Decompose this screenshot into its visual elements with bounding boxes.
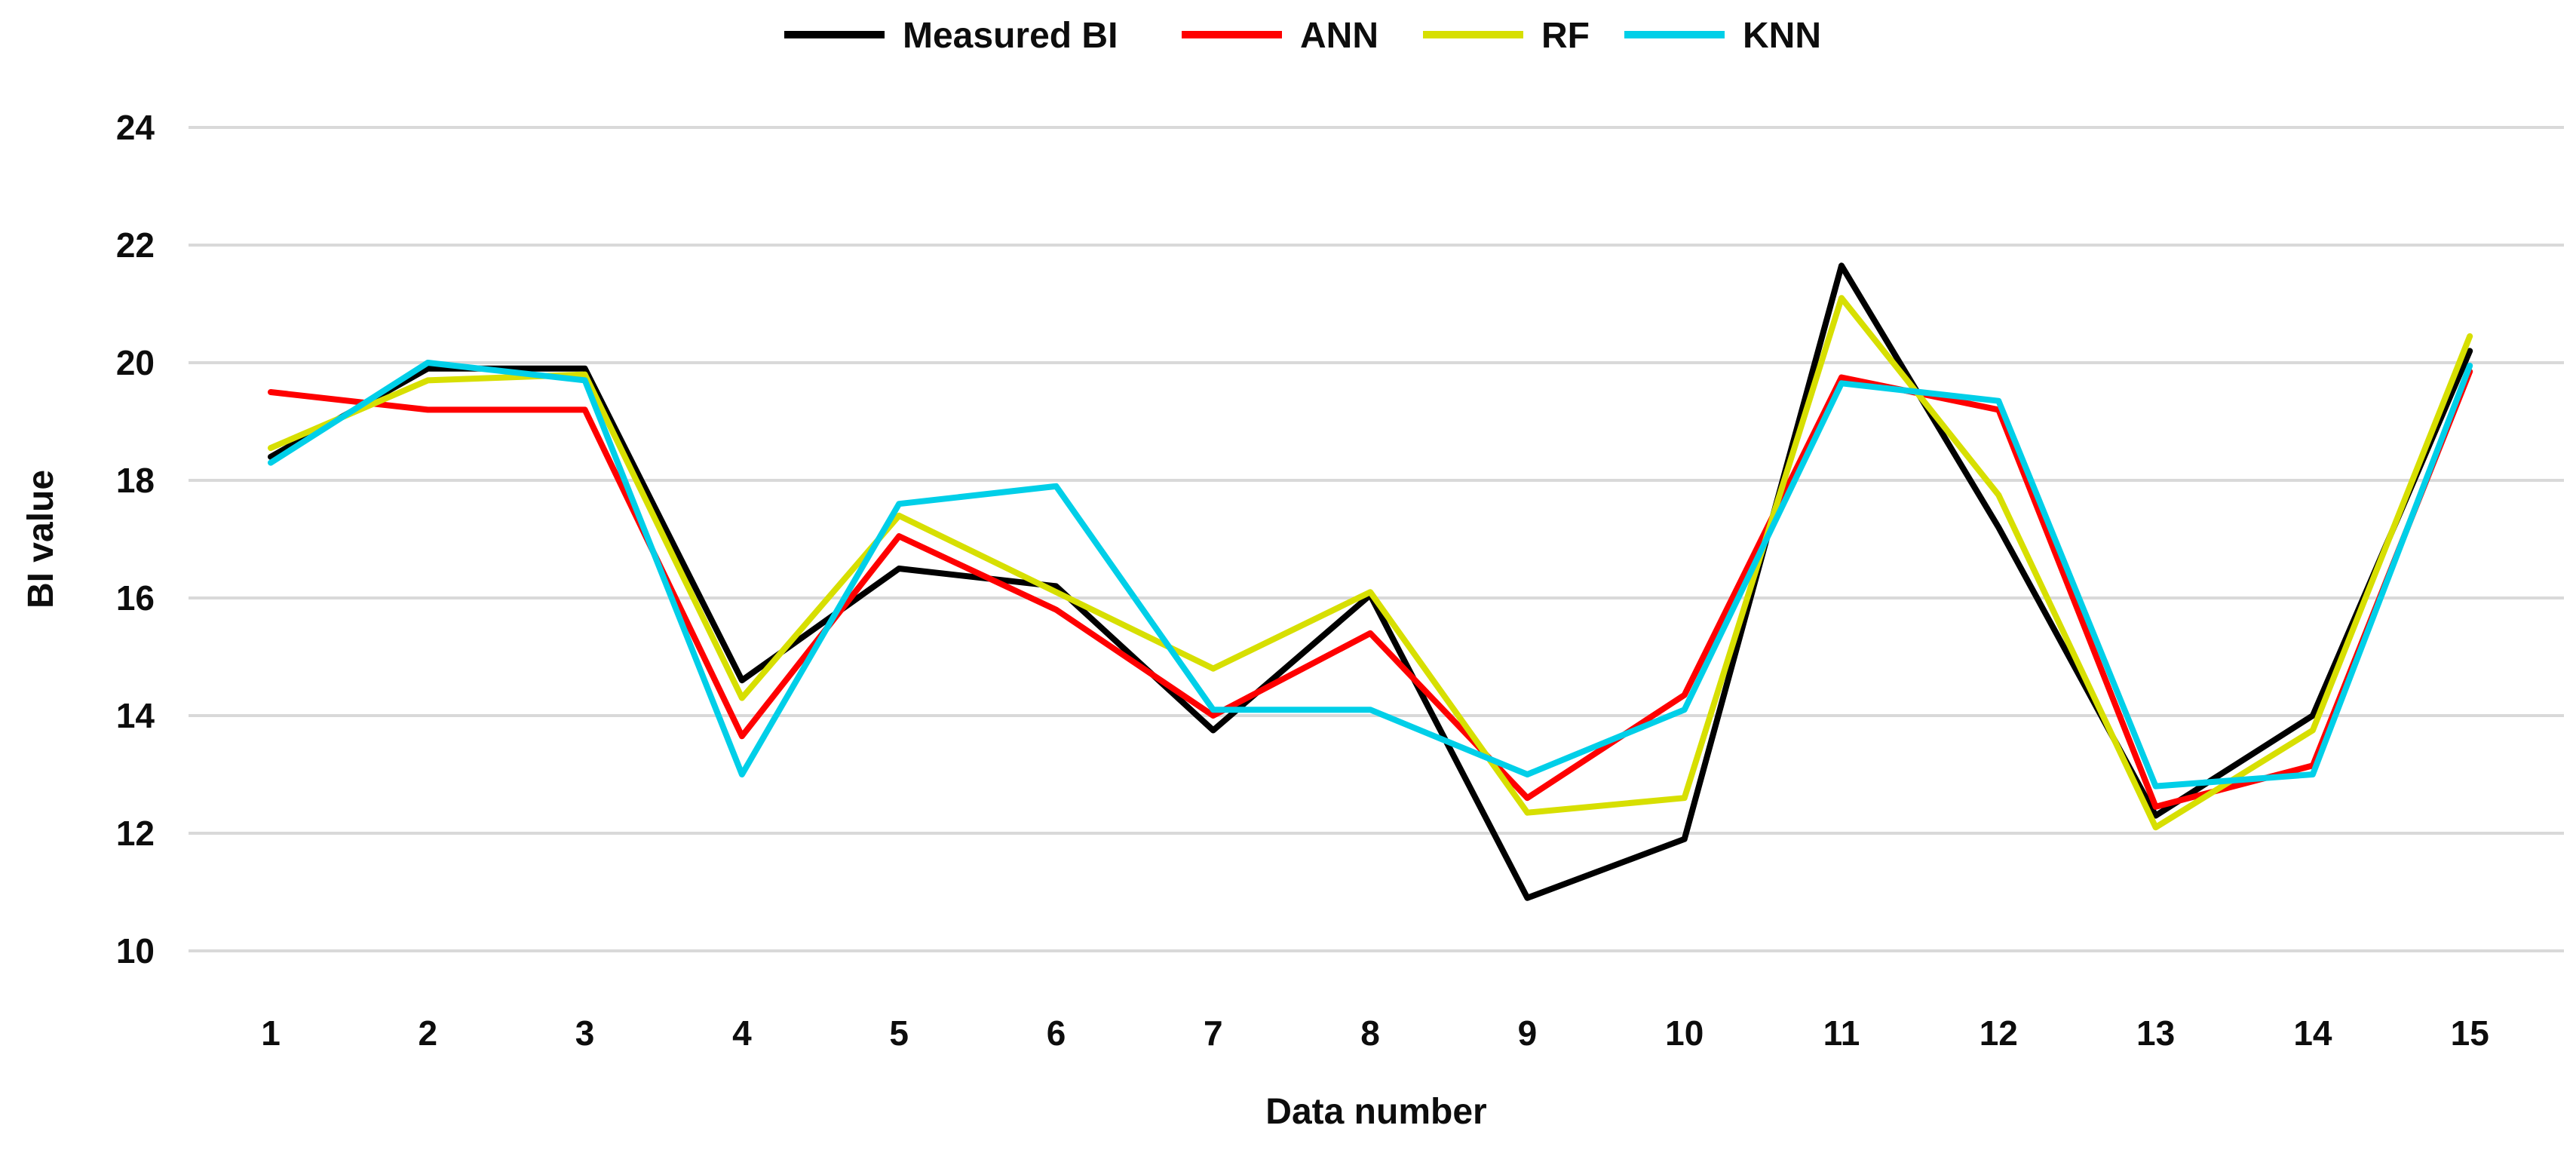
y-axis-title: BI value [21,470,61,609]
x-tick-label-15: 15 [2451,1013,2489,1053]
legend-item-knn: KNN [1624,16,1821,56]
y-tick-label-24: 24 [116,108,155,147]
gridlines-group [189,126,2564,952]
x-tick-label-8: 8 [1360,1013,1380,1053]
x-tick-label-2: 2 [419,1013,438,1053]
legend-label-ann: ANN [1300,16,1378,56]
legend-item-measured-bi: Measured BI [784,16,1118,56]
x-tick-label-10: 10 [1665,1013,1704,1053]
y-tick-label-16: 16 [116,578,155,618]
series-line-rf [268,295,2473,831]
x-tick-label-6: 6 [1047,1013,1066,1053]
x-axis-title: Data number [1265,1092,1486,1132]
legend-item-ann: ANN [1182,16,1378,56]
y-tick-label-18: 18 [116,461,155,500]
legend: Measured BI ANN RF KNN [784,16,1821,56]
x-tick-label-12: 12 [1980,1013,2018,1053]
x-tick-label-3: 3 [575,1013,595,1053]
series-line-measured-bi [268,262,2473,901]
x-tick-label-11: 11 [1823,1013,1860,1053]
y-tick-label-20: 20 [116,343,155,382]
x-axis-tick-labels: 1 2 3 4 5 6 7 8 9 10 11 12 13 14 15 [261,1013,2489,1053]
x-tick-label-4: 4 [732,1013,752,1053]
y-tick-label-12: 12 [116,814,155,853]
x-tick-label-13: 13 [2136,1013,2175,1053]
x-tick-label-1: 1 [261,1013,281,1053]
legend-label-measured-bi: Measured BI [903,16,1118,56]
series-group [268,262,2473,901]
legend-item-rf: RF [1423,16,1590,56]
x-tick-label-14: 14 [2293,1013,2332,1053]
y-tick-label-22: 22 [116,225,155,265]
y-axis-tick-labels: 24 22 20 18 16 14 12 10 [116,108,155,970]
y-tick-label-14: 14 [116,696,155,735]
series-line-knn [268,360,2473,790]
legend-label-rf: RF [1541,16,1590,56]
y-tick-label-10: 10 [116,931,155,970]
legend-label-knn: KNN [1743,16,1821,56]
x-tick-label-7: 7 [1204,1013,1223,1053]
x-tick-label-9: 9 [1518,1013,1538,1053]
x-tick-label-5: 5 [889,1013,909,1053]
